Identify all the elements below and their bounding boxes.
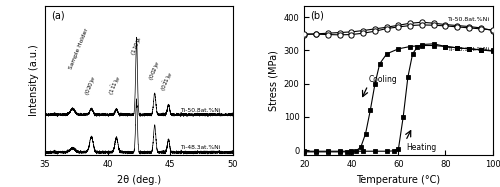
Text: Ti-48.3at.%Ni: Ti-48.3at.%Ni xyxy=(180,145,220,150)
Text: Ti-50.8at.%Ni: Ti-50.8at.%Ni xyxy=(180,108,220,113)
Text: $(002)_M$: $(002)_M$ xyxy=(146,59,162,82)
Text: (a): (a) xyxy=(50,10,64,20)
Text: Cooling: Cooling xyxy=(369,75,398,84)
Text: $(020)_M$: $(020)_M$ xyxy=(83,74,100,97)
Text: $(1\bar{1}1)_M$: $(1\bar{1}1)_M$ xyxy=(107,74,124,97)
X-axis label: Temperature (°C): Temperature (°C) xyxy=(356,175,440,185)
Text: $(0\bar{2}1)_M$: $(0\bar{2}1)_M$ xyxy=(159,70,176,94)
X-axis label: 2θ (deg.): 2θ (deg.) xyxy=(117,175,161,185)
Text: Sample Holder: Sample Holder xyxy=(68,28,89,70)
Y-axis label: Stress (MPa): Stress (MPa) xyxy=(268,50,278,111)
Text: Heating: Heating xyxy=(406,143,437,152)
Text: $(110)_A$: $(110)_A$ xyxy=(128,34,144,57)
Y-axis label: Intensity (a.u.): Intensity (a.u.) xyxy=(30,45,40,116)
Text: Ti-50.8at.%Ni: Ti-50.8at.%Ni xyxy=(448,17,490,22)
Text: Ti-48.3at.%Ni: Ti-48.3at.%Ni xyxy=(448,47,490,52)
Text: (b): (b) xyxy=(310,10,324,20)
